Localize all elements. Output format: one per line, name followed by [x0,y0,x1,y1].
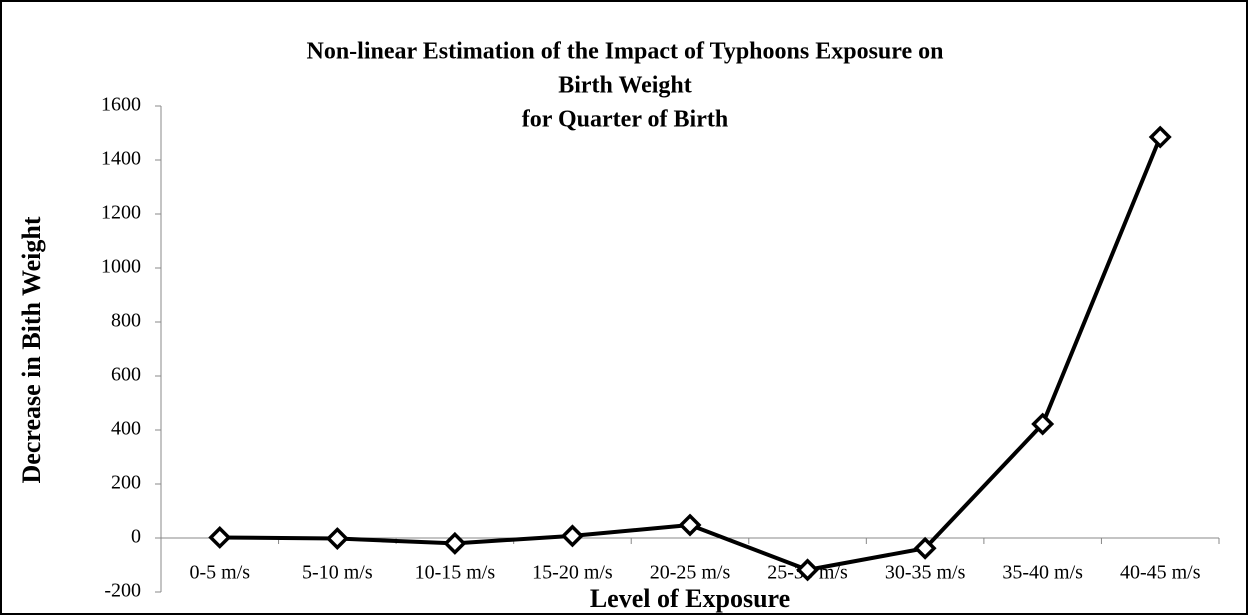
x-tick-label: 40-45 m/s [1120,562,1201,584]
x-tick-label: 15-20 m/s [532,562,613,584]
data-point [560,524,584,548]
x-tick-label: 35-40 m/s [1002,562,1083,584]
y-tick-label: 400 [111,418,141,440]
y-tick-label: 1000 [101,256,141,278]
data-point [208,525,232,549]
data-point [1148,125,1172,149]
x-tick-label: 30-35 m/s [885,562,966,584]
x-tick-label: 5-10 m/s [302,562,373,584]
y-tick-label: 800 [111,310,141,332]
y-tick-label: -200 [104,580,141,602]
chart-title: for Quarter of Birth [522,107,728,133]
y-tick-label: 1600 [101,94,141,116]
x-tick-label: 20-25 m/s [650,562,731,584]
data-point [913,536,937,560]
data-point [796,558,820,582]
y-axis-title: Decrease in Bith Weight [17,216,46,483]
chart-title: Non-linear Estimation of the Impact of T… [307,39,944,65]
y-tick-label: 1200 [101,202,141,224]
x-tick-label: 0-5 m/s [189,562,250,584]
data-point [678,513,702,537]
x-tick-label: 10-15 m/s [415,562,496,584]
y-tick-label: 1400 [101,148,141,170]
y-tick-label: 200 [111,472,141,494]
y-tick-label: 0 [131,526,141,548]
data-point [325,527,349,551]
data-point [443,531,467,555]
data-point [1031,412,1055,436]
x-axis-title: Level of Exposure [590,584,790,613]
chart-title: Birth Weight [558,73,692,99]
y-tick-label: 600 [111,364,141,386]
